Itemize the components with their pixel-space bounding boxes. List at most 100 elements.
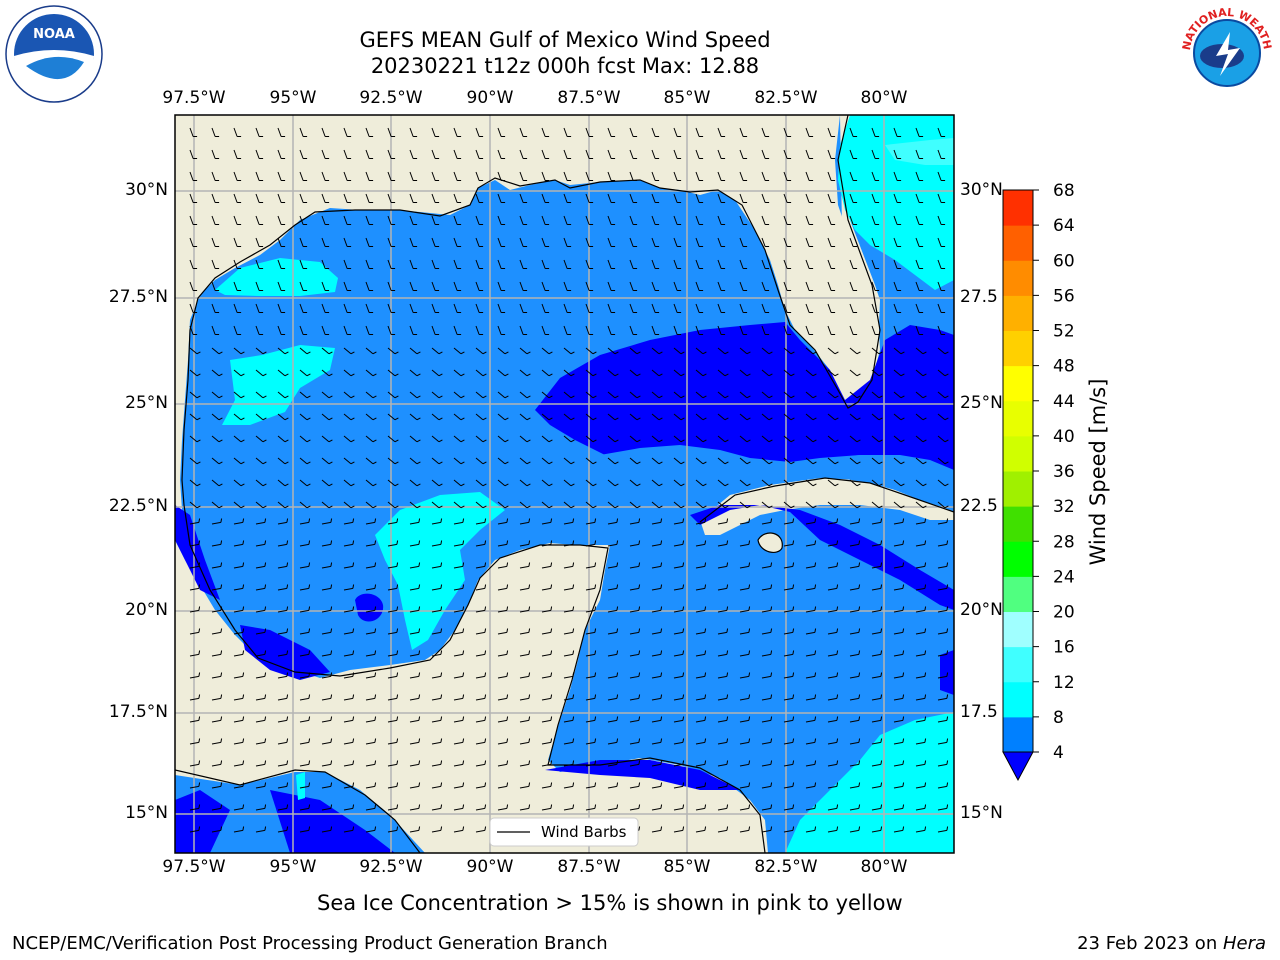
wind-barb-flag xyxy=(660,694,663,699)
wind-barb-flag xyxy=(198,782,201,787)
wind-barb-flag xyxy=(550,672,553,677)
wind-barb xyxy=(365,697,375,701)
wind-barb xyxy=(321,785,331,789)
wind-barb-flag xyxy=(460,351,465,355)
wind-barb-flag xyxy=(240,439,245,443)
wind-barb xyxy=(717,435,726,443)
wind-barb-flag xyxy=(526,505,531,509)
wind-barb xyxy=(695,149,700,159)
wind-barb xyxy=(739,697,749,701)
wind-barb xyxy=(871,501,880,509)
wind-barb-flag xyxy=(264,628,267,633)
wind-barb-flag xyxy=(416,351,421,355)
wind-barb-flag xyxy=(704,694,707,699)
wind-barb xyxy=(695,435,704,443)
wind-barb-flag xyxy=(726,804,729,809)
wind-barb-flag xyxy=(680,417,685,421)
wind-barb xyxy=(277,215,282,225)
wind-barb xyxy=(827,587,837,591)
lon-tick-label: 82.5°W xyxy=(754,88,818,108)
wind-barb xyxy=(849,215,854,225)
wind-barb xyxy=(761,565,771,569)
wind-barb-flag xyxy=(240,351,245,355)
wind-barb xyxy=(673,281,678,291)
wind-barb-flag xyxy=(394,461,399,465)
wind-barb xyxy=(475,829,485,833)
wind-barb-flag xyxy=(418,650,421,655)
wind-barb xyxy=(805,435,814,443)
wind-barb xyxy=(431,631,441,635)
wind-barb xyxy=(343,127,348,137)
wind-barb-flag xyxy=(484,650,487,655)
wind-barb-flag xyxy=(702,439,707,443)
wind-barb xyxy=(739,587,749,591)
wind-barb-flag xyxy=(924,760,927,765)
wind-barb xyxy=(717,741,727,745)
wind-barb xyxy=(255,149,260,159)
wind-barb xyxy=(695,675,705,679)
wind-barb-flag xyxy=(704,562,707,567)
wind-barb xyxy=(233,807,243,811)
wind-barb-flag xyxy=(264,782,267,787)
wind-barb xyxy=(519,543,529,547)
wind-barb xyxy=(299,587,309,591)
wind-barb-flag xyxy=(572,738,575,743)
wind-barb xyxy=(255,697,265,701)
wind-barb-flag xyxy=(308,562,311,567)
wind-barb xyxy=(761,785,771,789)
wind-barb xyxy=(255,719,265,723)
wind-barb xyxy=(409,281,414,291)
wind-barb xyxy=(497,631,507,635)
wind-barb-flag xyxy=(330,650,333,655)
wind-barb-flag xyxy=(836,584,839,589)
wind-barb-flag xyxy=(462,562,465,567)
noaa-logo-icon: NOAA xyxy=(5,5,103,103)
wind-barb-flag xyxy=(880,584,883,589)
wind-barb-flag xyxy=(790,351,795,355)
wind-barb-flag xyxy=(660,760,663,765)
wind-barb xyxy=(783,697,793,701)
wind-barb-flag xyxy=(240,505,245,509)
wind-barb xyxy=(629,435,638,443)
wind-barb xyxy=(497,391,506,399)
wind-barb xyxy=(519,347,528,355)
wind-barb xyxy=(761,763,771,767)
wind-barb xyxy=(915,587,925,591)
wind-barb-flag xyxy=(198,672,201,677)
wind-barb xyxy=(211,785,221,789)
wind-barb xyxy=(915,391,924,399)
wind-barb-flag xyxy=(374,760,377,765)
wind-barb-flag xyxy=(308,518,311,523)
wind-barb-flag xyxy=(900,461,905,465)
wind-barb xyxy=(673,675,683,679)
wind-barb xyxy=(189,259,194,269)
wind-barb xyxy=(915,215,920,225)
wind-barb-flag xyxy=(770,738,773,743)
wind-barb-flag xyxy=(418,518,421,523)
wind-barb-flag xyxy=(418,628,421,633)
wind-barb-flag xyxy=(528,738,531,743)
lon-tick-label: 82.5°W xyxy=(754,857,818,877)
wind-barb xyxy=(343,303,348,313)
wind-barb xyxy=(519,479,528,487)
wind-barb xyxy=(475,653,485,657)
wind-barb-flag xyxy=(570,505,575,509)
wind-barb xyxy=(739,521,749,525)
wind-barb-flag xyxy=(922,373,927,377)
wind-barb-flag xyxy=(658,351,663,355)
wind-barb-flag xyxy=(792,804,795,809)
wind-barb-flag xyxy=(220,738,223,743)
date-text: 23 Feb 2023 on xyxy=(1077,933,1223,954)
wind-barb xyxy=(519,521,529,525)
wind-barb-flag xyxy=(440,518,443,523)
wind-barb-flag xyxy=(286,606,289,611)
wind-barb xyxy=(607,303,612,313)
wind-barb-flag xyxy=(680,505,685,509)
wind-barb xyxy=(629,413,638,421)
wind-barb-flag xyxy=(594,672,597,677)
wind-barb-flag xyxy=(550,738,553,743)
wind-barb-flag xyxy=(394,417,399,421)
wind-barb xyxy=(915,127,920,137)
colorbar-segment xyxy=(1003,295,1033,332)
